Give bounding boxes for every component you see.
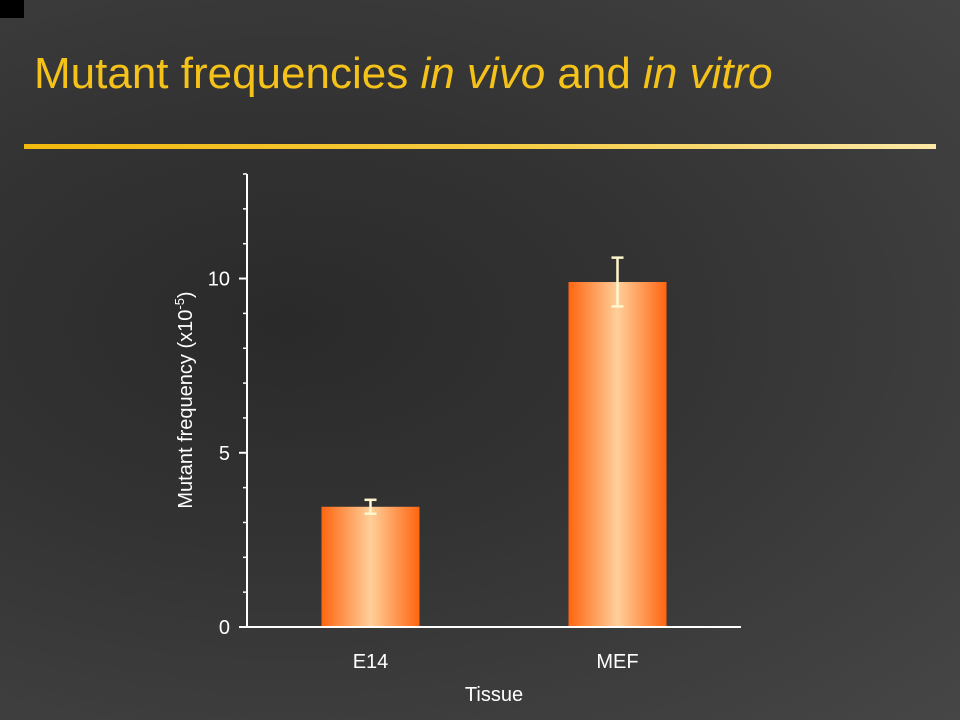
title-italic-in-vitro: in vitro bbox=[643, 49, 773, 98]
bar-e14 bbox=[321, 506, 420, 627]
error-bar-mef bbox=[611, 256, 624, 308]
y-axis-title: Mutant frequency (x10-5) bbox=[172, 291, 197, 508]
y-tick-label-5: 5 bbox=[219, 443, 230, 465]
axes-layer bbox=[239, 173, 741, 628]
error-bar-e14 bbox=[364, 498, 377, 515]
y-tick-label-10: 10 bbox=[208, 269, 230, 291]
title-text-1: Mutant frequencies bbox=[34, 49, 421, 98]
title-underline bbox=[24, 144, 936, 149]
title-italic-in-vivo: in vivo bbox=[420, 49, 546, 98]
labels-layer: E14 MEF 0 5 10 Tissue Mutant frequency (x10-5) bbox=[172, 269, 639, 706]
title-text-2: and bbox=[545, 49, 644, 98]
bars-layer bbox=[321, 256, 667, 627]
category-label-mef: MEF bbox=[596, 651, 638, 673]
slide-title: Mutant frequencies in vivo and in vitro bbox=[34, 48, 773, 100]
x-axis-title: Tissue bbox=[465, 684, 523, 706]
corner-mark bbox=[0, 0, 24, 18]
category-label-e14: E14 bbox=[353, 651, 389, 673]
bar-mef bbox=[568, 282, 667, 627]
y-tick-label-0: 0 bbox=[219, 617, 230, 639]
